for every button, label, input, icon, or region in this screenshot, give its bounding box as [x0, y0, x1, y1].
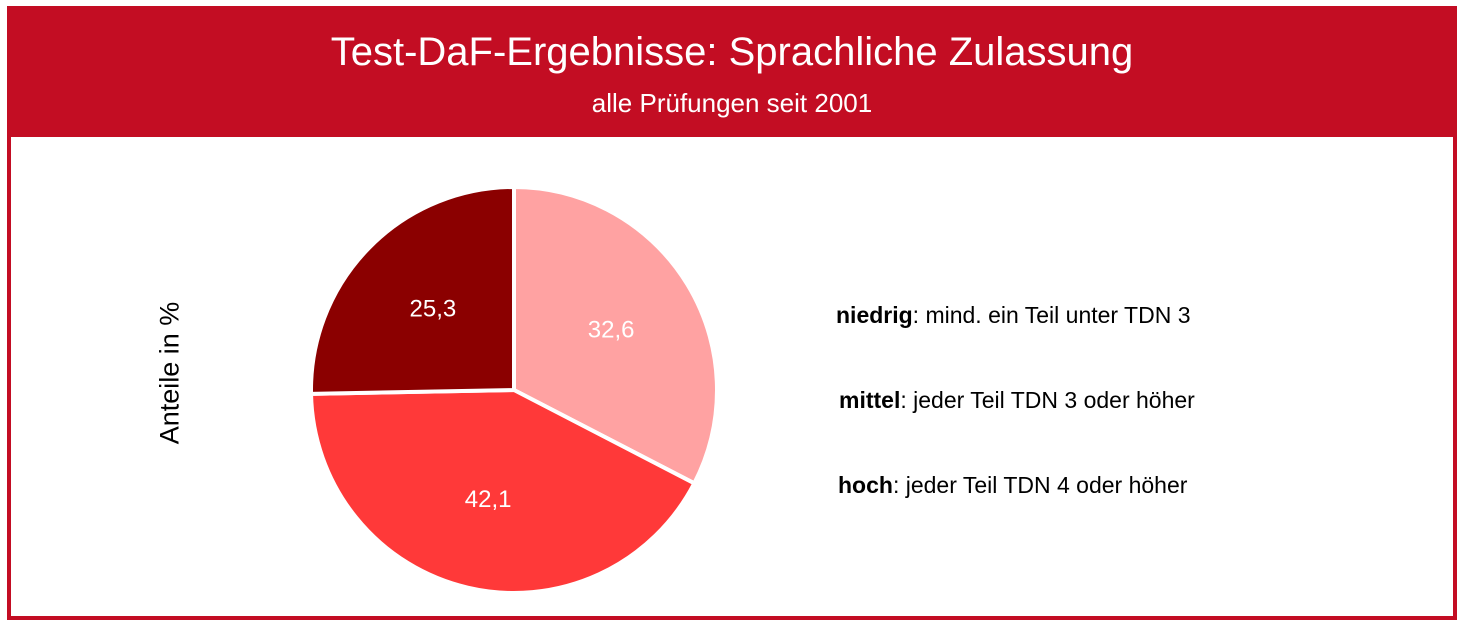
chart-subtitle: alle Prüfungen seit 2001: [591, 88, 873, 118]
data-label-mittel: 42,1: [465, 486, 512, 513]
pie-slice-hoch: [309, 185, 516, 396]
legend-description: : jeder Teil TDN 4 oder höher: [892, 472, 1188, 498]
legend-item-niedrig: niedrig: mind. ein Teil unter TDN 3: [836, 302, 1191, 329]
legend-term: mittel: [839, 387, 901, 413]
legend-item-hoch: hoch: jeder Teil TDN 4 oder höher: [838, 472, 1187, 499]
legend-item-mittel: mittel: jeder Teil TDN 3 oder höher: [839, 387, 1195, 414]
legend-description: : mind. ein Teil unter TDN 3: [912, 302, 1191, 328]
legend-term: hoch: [838, 472, 893, 498]
data-label-hoch: 25,3: [410, 296, 457, 323]
pie-slice-niedrig: [512, 185, 719, 486]
chart-frame: Test-DaF-Ergebnisse: Sprachliche Zulassu…: [7, 6, 1457, 620]
pie-slice-mittel: [309, 388, 697, 595]
chart-title: Test-DaF-Ergebnisse: Sprachliche Zulassu…: [330, 30, 1134, 74]
pie-chart: 32,6 42,1 25,3: [309, 185, 719, 595]
data-label-niedrig: 32,6: [588, 316, 635, 343]
legend-term: niedrig: [836, 302, 913, 328]
legend-description: : jeder Teil TDN 3 oder höher: [900, 387, 1195, 413]
chart-header: Test-DaF-Ergebnisse: Sprachliche Zulassu…: [11, 10, 1453, 137]
y-axis-label: Anteile in %: [154, 301, 185, 445]
